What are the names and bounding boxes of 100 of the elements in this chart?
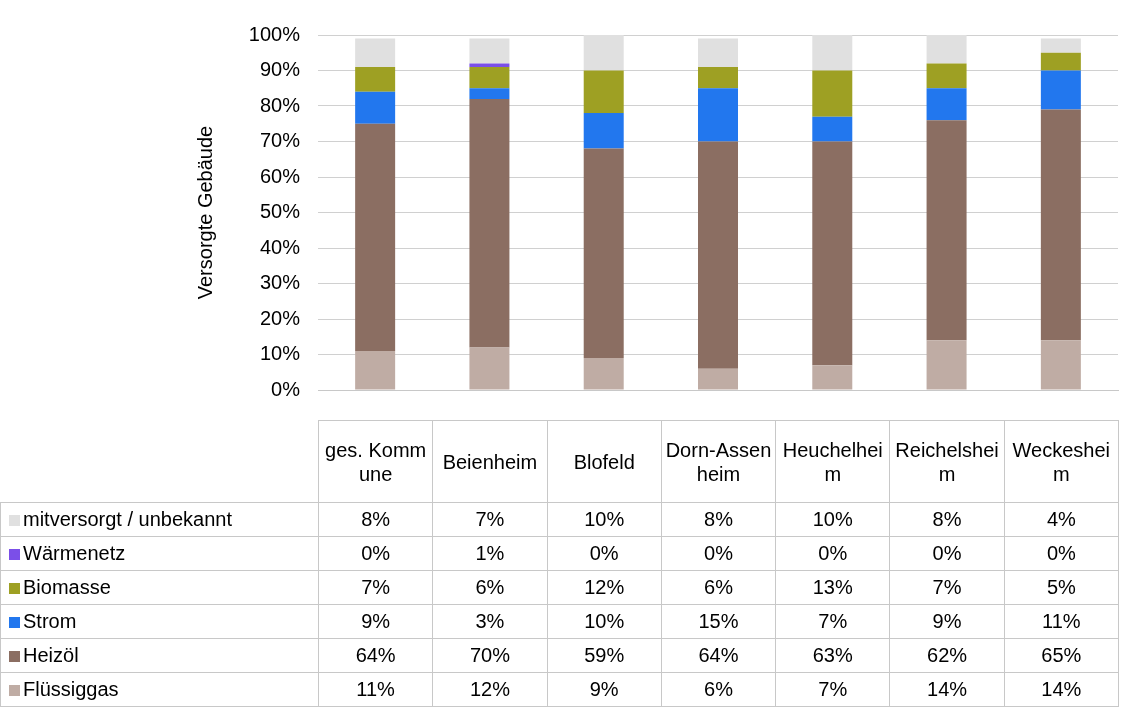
data-label: 65%	[1004, 638, 1119, 673]
data-label: 13%	[775, 570, 890, 605]
y-tick-label: 60%	[259, 164, 301, 187]
bar	[355, 123, 396, 351]
y-tick-label: 50%	[259, 200, 301, 223]
data-label: 8%	[661, 502, 776, 537]
data-label: 63%	[775, 638, 890, 673]
bar	[812, 70, 853, 117]
bar	[926, 120, 967, 341]
bar	[926, 88, 967, 121]
data-label: 64%	[318, 638, 433, 673]
bar	[355, 66, 396, 92]
x-tick-label: Reichelsheim	[889, 420, 1005, 503]
bar	[469, 347, 510, 390]
data-label: 0%	[1004, 536, 1119, 571]
bar	[698, 368, 738, 390]
data-label: 8%	[318, 502, 433, 537]
data-label: 10%	[547, 604, 662, 639]
bar	[469, 88, 510, 99]
data-label: 6%	[661, 570, 776, 605]
data-label: 0%	[661, 536, 776, 571]
y-tick-label: 100%	[248, 22, 301, 45]
x-tick-label: ges. Kommune	[318, 420, 433, 503]
data-label: 14%	[889, 672, 1005, 707]
bar	[698, 66, 738, 89]
y-tick-label: 40%	[259, 235, 301, 258]
bar	[583, 113, 624, 149]
y-tick-label: 30%	[259, 271, 301, 294]
x-tick-label: Heuchelheim	[775, 420, 890, 503]
data-label: 0%	[318, 536, 433, 571]
data-label: 9%	[889, 604, 1005, 639]
bar	[698, 141, 738, 369]
y-tick-label: 10%	[259, 342, 301, 365]
bar	[583, 35, 624, 71]
x-tick-label: Blofeld	[547, 420, 662, 503]
y-tick-label: 0%	[271, 377, 301, 400]
data-label: 11%	[1004, 604, 1119, 639]
bar	[698, 38, 738, 67]
legend-label: Biomasse	[0, 570, 319, 605]
data-label: 70%	[432, 638, 548, 673]
bar	[355, 38, 396, 67]
legend-label: Flüssiggas	[0, 672, 319, 707]
legend-label: mitversorgt / unbekannt	[0, 502, 319, 537]
data-label: 7%	[775, 672, 890, 707]
bar	[1040, 38, 1081, 53]
bar	[812, 116, 853, 142]
data-label: 9%	[318, 604, 433, 639]
x-tick-label: Dorn-Assenheim	[661, 420, 776, 503]
data-label: 7%	[775, 604, 890, 639]
y-tick-label: 20%	[259, 306, 301, 329]
y-tick-label: 90%	[259, 58, 301, 81]
bar	[812, 141, 853, 366]
data-label: 7%	[318, 570, 433, 605]
data-label: 1%	[432, 536, 548, 571]
bar	[698, 88, 738, 142]
legend-label: Wärmenetz	[0, 536, 319, 571]
bar	[583, 70, 624, 114]
bar	[926, 340, 967, 390]
data-label: 5%	[1004, 570, 1119, 605]
data-label: 11%	[318, 672, 433, 707]
data-label: 3%	[432, 604, 548, 639]
data-label: 12%	[432, 672, 548, 707]
bar	[1040, 52, 1081, 71]
data-label: 14%	[1004, 672, 1119, 707]
data-label: 7%	[432, 502, 548, 537]
bar	[812, 35, 853, 71]
bar	[812, 365, 853, 390]
data-label: 9%	[547, 672, 662, 707]
data-label: 59%	[547, 638, 662, 673]
bar	[926, 35, 967, 64]
legend-label: Strom	[0, 604, 319, 639]
bar	[583, 148, 624, 359]
data-label: 7%	[889, 570, 1005, 605]
data-label: 0%	[775, 536, 890, 571]
data-label: 12%	[547, 570, 662, 605]
y-tick-label: 80%	[259, 93, 301, 116]
data-label: 6%	[432, 570, 548, 605]
data-label: 64%	[661, 638, 776, 673]
data-label: 6%	[661, 672, 776, 707]
data-label: 15%	[661, 604, 776, 639]
bar	[355, 350, 396, 390]
legend-label: Heizöl	[0, 638, 319, 673]
data-label: 0%	[889, 536, 1005, 571]
x-tick-label: Beienheim	[432, 420, 548, 503]
y-tick-label: 70%	[259, 129, 301, 152]
bar	[926, 63, 967, 89]
bar	[469, 63, 510, 67]
bar	[1040, 109, 1081, 341]
data-label: 10%	[547, 502, 662, 537]
bar	[469, 98, 510, 348]
bar	[355, 91, 396, 124]
x-tick-label: Weckesheim	[1004, 420, 1119, 503]
bar	[1040, 70, 1081, 110]
bar	[469, 66, 510, 89]
data-label: 8%	[889, 502, 1005, 537]
y-axis-title: Versorgte Gebäude	[193, 125, 216, 300]
bar	[469, 38, 510, 64]
data-label: 0%	[547, 536, 662, 571]
bar	[1040, 340, 1081, 390]
data-label: 10%	[775, 502, 890, 537]
